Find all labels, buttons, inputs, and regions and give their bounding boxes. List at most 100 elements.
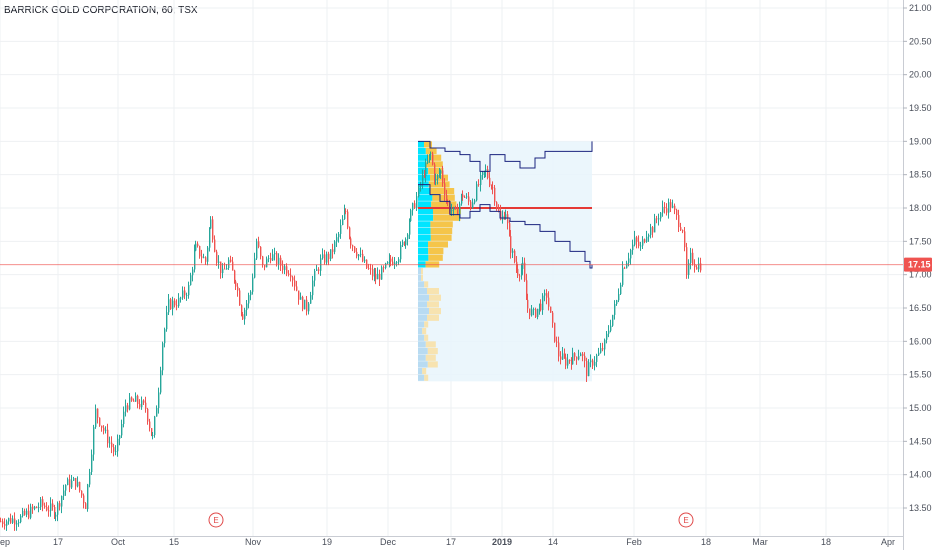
candle-body <box>304 299 306 310</box>
x-tick-label: Feb <box>626 537 642 547</box>
volume-profile-row-up <box>418 254 429 261</box>
candle-body <box>296 286 298 291</box>
volume-profile-row-up <box>418 308 429 315</box>
volume-profile-row-up <box>418 354 426 361</box>
y-tick-label: 16.50 <box>909 303 932 313</box>
candle-body <box>28 510 30 518</box>
y-tick-label: 20.50 <box>909 36 932 46</box>
candle-body <box>420 184 422 187</box>
candle-body <box>184 290 186 296</box>
candle-body <box>226 268 228 270</box>
chart-title: BARRICK GOLD CORPORATION, 60, TSX <box>4 5 198 16</box>
candle-body <box>430 153 432 155</box>
volume-profile-row-up <box>418 348 428 355</box>
volume-profile-row-up <box>418 148 426 155</box>
candle-body <box>338 233 340 238</box>
candle-body <box>527 299 529 309</box>
candle-body <box>101 425 103 428</box>
candle-body <box>164 329 166 344</box>
candle-body <box>141 400 143 408</box>
candle-body <box>137 395 139 404</box>
candle-body <box>42 499 44 506</box>
volume-profile-row-down <box>428 241 448 248</box>
volume-profile-row-down <box>429 294 441 301</box>
candle-body <box>61 496 63 507</box>
candle-body <box>478 184 480 185</box>
candle-body <box>694 263 696 268</box>
y-tick-label: 14.50 <box>909 436 932 446</box>
volume-profile-row-down <box>428 254 443 261</box>
candle-body <box>379 273 381 280</box>
candle-body <box>228 259 230 269</box>
candle-body <box>542 295 544 311</box>
candle-body <box>556 341 558 343</box>
candle-body <box>416 196 418 209</box>
candle-body <box>453 206 455 211</box>
candle-body <box>586 360 588 377</box>
candle-body <box>598 352 600 356</box>
candle-body <box>600 348 602 353</box>
volume-profile-row-up <box>418 194 433 201</box>
candle-body <box>270 258 272 261</box>
candle-body <box>352 245 354 247</box>
candle-body <box>290 274 292 278</box>
candle-body <box>168 299 170 313</box>
candle-body <box>254 258 256 278</box>
candle-body <box>214 239 216 252</box>
candle-body <box>6 521 8 526</box>
volume-profile-row-up <box>418 241 428 248</box>
candle-body <box>244 309 246 320</box>
volume-profile-row-down <box>427 154 442 161</box>
candle-body <box>360 253 362 255</box>
candle-body <box>654 218 656 233</box>
candle-body <box>571 361 573 365</box>
candle-body <box>440 170 442 174</box>
candle-body <box>59 503 61 507</box>
candle-body <box>12 518 14 523</box>
candle-body <box>216 251 218 263</box>
candle-body <box>390 258 392 262</box>
candle-body <box>650 227 652 235</box>
candle-body <box>368 268 370 270</box>
candle-body <box>389 258 391 263</box>
x-tick-label: 2019 <box>492 537 512 547</box>
candle-body <box>606 333 608 340</box>
volume-profile-row-up <box>418 328 423 335</box>
candle-body <box>8 518 10 522</box>
x-tick-label: Dec <box>380 537 397 547</box>
volume-profile-row-down <box>430 188 455 195</box>
candle-body <box>205 257 207 262</box>
volume-profile-row-down <box>432 194 455 201</box>
candle-body <box>387 262 389 264</box>
candle-body <box>529 308 531 316</box>
volume-profile-row-up <box>418 234 431 241</box>
volume-profile-row-up <box>418 161 427 168</box>
candle-body <box>580 353 582 357</box>
candle-body <box>180 297 182 299</box>
candle-body <box>604 339 606 350</box>
candle-body <box>618 294 620 301</box>
candle-body <box>514 250 516 262</box>
volume-profile-row-up <box>418 188 431 195</box>
candle-body <box>210 219 212 229</box>
volume-profile-row-up <box>418 374 425 381</box>
x-tick-label: Nov <box>245 537 262 547</box>
volume-profile-row-up <box>418 274 421 281</box>
candle-body <box>32 506 34 509</box>
candle-body <box>109 442 111 444</box>
candle-body <box>414 203 416 209</box>
candle-body <box>50 503 52 511</box>
x-tick-label: 14 <box>548 537 558 547</box>
earnings-marker-label: E <box>683 516 688 525</box>
candle-body <box>250 291 252 296</box>
candle-body <box>432 153 434 165</box>
candle-body <box>472 202 474 208</box>
candle-body <box>0 521 2 523</box>
candle-body <box>242 314 244 320</box>
y-tick-label: 13.50 <box>909 503 932 513</box>
candle-body <box>435 178 437 181</box>
x-tick-label: Mar <box>752 537 768 547</box>
candle-body <box>224 268 226 270</box>
candle-body <box>402 241 404 246</box>
